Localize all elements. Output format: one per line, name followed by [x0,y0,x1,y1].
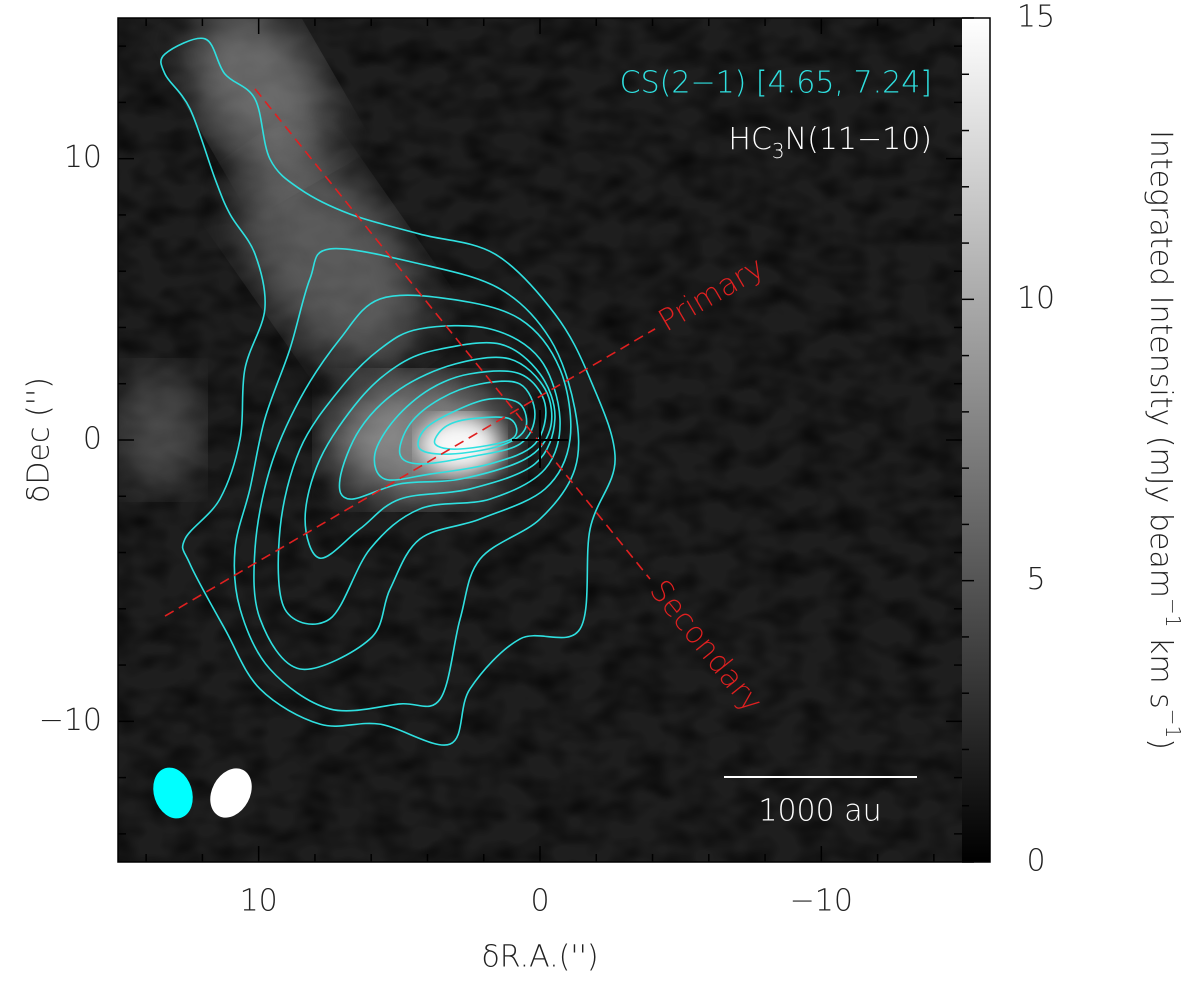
x-tick-label: 0 [530,884,549,919]
image-beam [210,768,252,818]
x-tick-label: −10 [790,884,853,919]
colorbar-tick-label: 0 [1026,844,1045,879]
label-part: N(11−10) [785,122,932,157]
contour [233,247,580,712]
colorbar-tick-label: 5 [1026,562,1045,597]
y-axis-label: δDec ('') [22,377,57,503]
label-part: km s [1144,627,1179,708]
contour [160,37,616,746]
contour [373,370,547,481]
label-part: ) [1144,738,1179,750]
colorbar-label: Integrated Intensity (mJy beam−1 km s−1) [1144,130,1186,750]
contour [398,380,536,465]
colorbar-tick-label: 15 [1017,0,1055,35]
x-tick-label: 10 [240,884,278,919]
colorbar-tick-label: 10 [1017,281,1055,316]
contour [433,416,518,450]
label-part: HC [728,122,772,157]
y-tick-label: −10 [39,703,102,738]
y-tick-label: 0 [83,422,102,457]
colorbar [962,18,990,862]
contour [277,324,561,625]
scale-label: 1000 au [758,794,881,829]
label-part: Integrated Intensity (mJy beam [1144,130,1179,598]
source-marker [512,410,568,468]
contour [304,341,556,559]
label-part: 3 [772,139,785,163]
contour-layer [160,37,616,746]
cut-line [254,88,651,580]
cut-line [164,328,656,617]
label-part: −1 [1162,709,1186,738]
label-part: −1 [1162,598,1186,627]
contour-beam [153,767,193,819]
contour-label: CS(2−1) [4.65, 7.24] [620,66,932,101]
contour [338,356,553,500]
y-tick-label: 10 [64,140,102,175]
contour [417,397,528,455]
x-axis-label: δR.A.('') [481,940,598,975]
image-label: HC3N(11−10) [728,122,932,163]
contour [253,294,572,671]
